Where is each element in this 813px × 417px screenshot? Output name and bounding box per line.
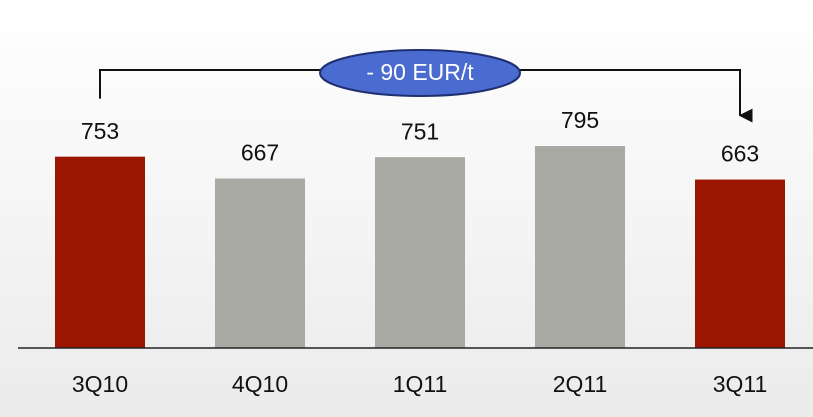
x-tick-label: 1Q11 [393, 371, 448, 397]
bar [55, 156, 145, 348]
x-tick-label: 3Q10 [72, 371, 128, 397]
annotation: - 90 EUR/t [366, 59, 474, 85]
value-label: 751 [401, 118, 439, 144]
value-label: 663 [721, 141, 759, 167]
bar [695, 179, 785, 348]
bar [215, 178, 305, 348]
value-label: 667 [241, 140, 279, 166]
value-label: 795 [561, 107, 599, 133]
bar [535, 146, 625, 348]
annotation-bubble [319, 49, 521, 97]
bar [375, 157, 465, 348]
x-tick-label: 2Q11 [553, 371, 608, 397]
x-tick-label: 3Q11 [713, 371, 768, 397]
value-label: 753 [81, 118, 119, 144]
x-tick-label: 4Q10 [232, 371, 288, 397]
